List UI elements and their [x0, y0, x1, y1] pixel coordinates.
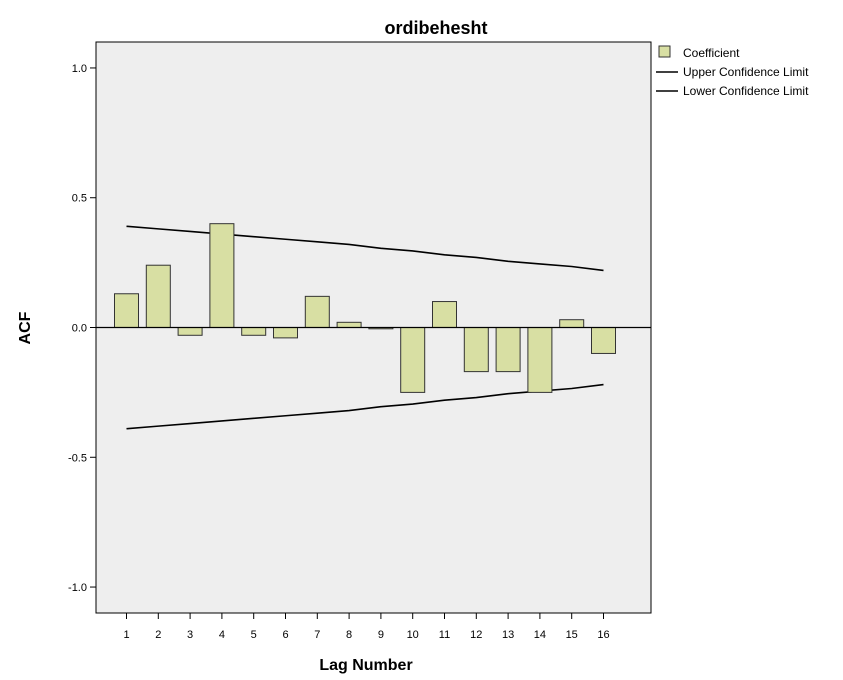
y-tick-label: -1.0	[68, 582, 87, 594]
y-axis-label: ACF	[17, 311, 34, 344]
bar-lag-14	[527, 327, 553, 393]
bar-lag-8	[336, 321, 362, 328]
confidence-lines	[126, 225, 604, 430]
bar-lag-4	[209, 223, 235, 328]
x-tick-label: 2	[155, 629, 161, 641]
bar-lag-13	[495, 327, 521, 373]
y-tick-label: 0.5	[72, 193, 87, 205]
x-tick-label: 6	[282, 629, 288, 641]
bar-lag-3	[177, 327, 203, 336]
y-tick-label: 1.0	[72, 63, 87, 75]
x-axis: 1 2 3 4 5 6 7 8 9 10 11 12 13 14 15 16	[123, 613, 610, 641]
x-tick-label: 14	[534, 629, 546, 641]
bars	[96, 223, 651, 393]
x-tick-label: 16	[597, 629, 609, 641]
bar-lag-16	[591, 327, 616, 354]
legend-label-lower: Lower Confidence Limit	[683, 84, 809, 98]
legend-label-coefficient: Coefficient	[683, 46, 740, 60]
x-axis-label: Lag Number	[319, 657, 412, 674]
y-tick-label: 0.0	[72, 323, 87, 335]
x-tick-label: 8	[346, 629, 352, 641]
y-tick-label: -0.5	[68, 452, 87, 464]
bar-lag-5	[241, 327, 267, 336]
x-tick-label: 11	[439, 629, 450, 641]
bar-lag-1	[114, 293, 139, 329]
x-tick-label: 4	[219, 629, 225, 641]
x-tick-label: 5	[251, 629, 257, 641]
bar-lag-7	[304, 295, 330, 329]
x-tick-label: 15	[566, 629, 578, 641]
bar-lag-2	[145, 264, 171, 328]
x-tick-label: 9	[378, 629, 384, 641]
x-tick-label: 12	[470, 629, 482, 641]
legend: Coefficient Upper Confidence Limit Lower C…	[656, 45, 809, 98]
y-axis: 1.0 0.5 0.0 -0.5 -1.0	[68, 63, 96, 594]
x-tick-label: 13	[502, 629, 514, 641]
x-tick-label: 10	[407, 629, 419, 641]
x-tick-label: 7	[314, 629, 320, 641]
legend-swatch-coefficient	[658, 45, 671, 58]
legend-label-upper: Upper Confidence Limit	[683, 65, 809, 79]
bar-lag-11	[432, 301, 457, 328]
chart-title: ordibehesht	[384, 18, 487, 38]
bar-lag-10	[400, 327, 426, 393]
x-tick-label: 1	[123, 629, 129, 641]
bar-lag-12	[463, 327, 489, 373]
bar-lag-15	[559, 319, 585, 328]
x-tick-label: 3	[187, 629, 193, 641]
lower-confidence-line	[126, 383, 604, 430]
upper-confidence-line	[126, 225, 604, 272]
bar-lag-6	[273, 327, 298, 339]
